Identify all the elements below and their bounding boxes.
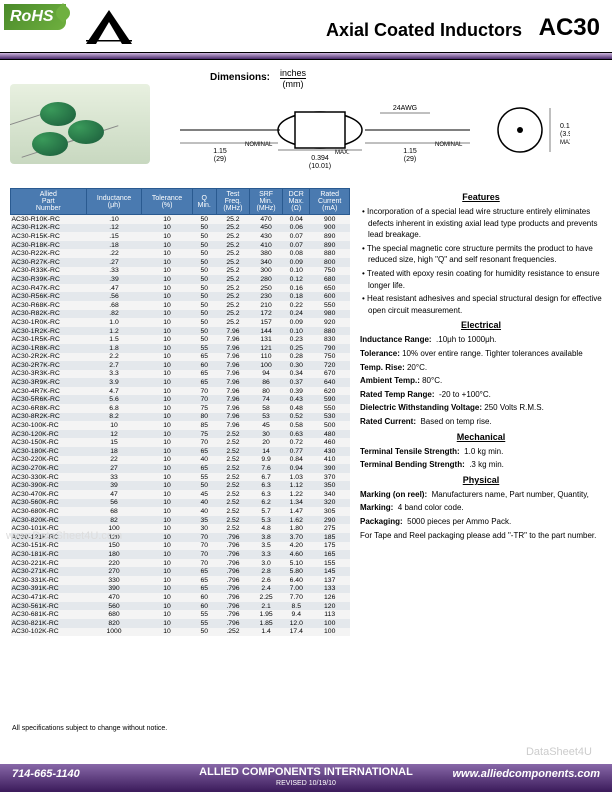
table-row: AC30-2R7K-RC2.710607.961000.30720 — [11, 361, 350, 370]
table-row: AC30-102K-RC10001050.2521.417.4100 — [11, 628, 350, 637]
table-row: AC30-R22K-RC.22105025.23800.08880 — [11, 249, 350, 258]
mechanical-heading: Mechanical — [360, 431, 602, 444]
table-row: AC30-8R2K-RC8.210807.96530.52530 — [11, 413, 350, 422]
table-row: AC30-680K-RC6810402.525.71.47305 — [11, 507, 350, 516]
table-row: AC30-390K-RC3910502.526.31.12350 — [11, 481, 350, 490]
table-row: AC30-R47K-RC.47105025.22500.16650 — [11, 284, 350, 293]
svg-text:MAX.: MAX. — [560, 140, 570, 146]
table-header: RatedCurrent(mA) — [310, 189, 350, 215]
physical-heading: Physical — [360, 474, 602, 487]
table-row: AC30-5R6K-RC5.610707.96740.43590 — [11, 395, 350, 404]
table-row: AC30-R56K-RC.56105025.22300.18600 — [11, 292, 350, 301]
footer-revision: REVISED 10/19/10 — [0, 780, 612, 787]
table-row: AC30-R82K-RC.82105025.21720.24980 — [11, 310, 350, 319]
table-row: AC30-181K-RC1801070.7963.34.60165 — [11, 550, 350, 559]
table-header: AlliedPartNumber — [11, 189, 87, 215]
svg-text:(29): (29) — [214, 156, 226, 163]
table-row: AC30-R10K-RC.10105025.24700.04900 — [11, 215, 350, 224]
table-row: AC30-100K-RC1010857.96450.58500 — [11, 421, 350, 430]
table-header: DCRMax.(Ω) — [283, 189, 310, 215]
svg-text:0.157: 0.157 — [560, 123, 570, 130]
spec-table: AlliedPartNumberInductance(μh)Tolerance(… — [10, 188, 350, 636]
table-header: SRFMin.(MHz) — [250, 189, 283, 215]
table-row: AC30-4R7K-RC4.710707.96800.39620 — [11, 387, 350, 396]
table-row: AC30-1R5K-RC1.510507.961310.23830 — [11, 335, 350, 344]
table-row: AC30-271K-RC2701065.7962.85.80145 — [11, 567, 350, 576]
table-row: AC30-471K-RC4701060.7962.257.70126 — [11, 593, 350, 602]
table-row: AC30-681K-RC6801055.7961.959.4113 — [11, 610, 350, 619]
table-row: AC30-R18K-RC.18105025.24100.07890 — [11, 241, 350, 250]
header-bar — [0, 52, 612, 60]
table-row: AC30-1R8K-RC1.810557.961210.25790 — [11, 344, 350, 353]
table-row: AC30-120K-RC1210752.52300.63480 — [11, 430, 350, 439]
dimensions-label: Dimensions: — [210, 72, 270, 83]
side-text: Features • Incorporation of a special le… — [360, 188, 602, 543]
feature-item: • Treated with epoxy resin coating for h… — [368, 268, 602, 291]
table-row: AC30-R33K-RC.33105025.23000.10750 — [11, 267, 350, 276]
table-row: AC30-220K-RC2210402.529.90.84410 — [11, 456, 350, 465]
table-row: AC30-R12K-RC.12105025.24500.06900 — [11, 224, 350, 233]
table-row: AC30-391K-RC3901065.7962.47.00133 — [11, 585, 350, 594]
table-row: AC30-3R9K-RC3.910657.96860.37640 — [11, 378, 350, 387]
feature-item: • Incorporation of a special lead wire s… — [368, 206, 602, 241]
table-header: TestFreq.(MHz) — [216, 189, 249, 215]
watermark-2: DataSheet4U — [526, 746, 592, 758]
brand-logo — [84, 8, 134, 46]
table-row: AC30-470K-RC4710452.526.31.22340 — [11, 490, 350, 499]
table-row: AC30-820K-RC8210352.525.31.62290 — [11, 516, 350, 525]
table-row: AC30-R27K-RC.27105025.23400.09800 — [11, 258, 350, 267]
svg-text:0.394: 0.394 — [311, 155, 329, 162]
svg-text:NOMINAL: NOMINAL — [435, 142, 463, 148]
watermark: www.DataSheet4U.com — [6, 530, 122, 542]
table-row: AC30-1R0K-RC1.0105025.21570.09920 — [11, 318, 350, 327]
features-heading: Features — [360, 191, 602, 204]
svg-text:1.15: 1.15 — [213, 148, 227, 155]
footnote: All specifications subject to change wit… — [12, 725, 167, 732]
table-row: AC30-221K-RC2201070.7963.05.10155 — [11, 559, 350, 568]
electrical-heading: Electrical — [360, 319, 602, 332]
table-row: AC30-151K-RC1501070.7963.54.20175 — [11, 542, 350, 551]
table-row: AC30-561K-RC5601060.7962.18.5120 — [11, 602, 350, 611]
table-header: Inductance(μh) — [86, 189, 142, 215]
svg-text:1.15: 1.15 — [403, 148, 417, 155]
svg-text:NOMINAL: NOMINAL — [245, 142, 273, 148]
table-row: AC30-1R2K-RC1.210507.961440.10880 — [11, 327, 350, 336]
svg-text:(10.01): (10.01) — [309, 163, 331, 170]
table-header: Tolerance(%) — [142, 189, 192, 215]
part-code: AC30 — [539, 14, 600, 42]
doc-title: Axial Coated Inductors — [326, 20, 522, 41]
table-row: AC30-331K-RC3301065.7962.66.40137 — [11, 576, 350, 585]
svg-text:MAX.: MAX. — [335, 150, 350, 156]
table-row: AC30-150K-RC1510702.52200.72460 — [11, 438, 350, 447]
svg-text:24AWG: 24AWG — [393, 105, 417, 112]
table-row: AC30-560K-RC5610402.526.21.34320 — [11, 499, 350, 508]
svg-text:(3.99): (3.99) — [560, 131, 570, 138]
product-photo — [10, 84, 150, 164]
table-row: AC30-180K-RC1810652.52140.77430 — [11, 447, 350, 456]
footer-url: www.alliedcomponents.com — [452, 768, 600, 780]
table-row: AC30-R15K-RC.15105025.24300.07890 — [11, 232, 350, 241]
dimension-drawing: 24AWG 1.15 (29) NOMINAL 0.394 (10.01) MA… — [170, 88, 570, 173]
feature-item: • Heat resistant adhesives and special s… — [368, 293, 602, 316]
svg-text:(29): (29) — [404, 156, 416, 163]
table-row: AC30-270K-RC2710652.527.60.94390 — [11, 464, 350, 473]
table-row: AC30-R39K-RC.39105025.22800.12680 — [11, 275, 350, 284]
table-row: AC30-R68K-RC.68105025.22100.22550 — [11, 301, 350, 310]
footer: 714-665-1140 ALLIED COMPONENTS INTERNATI… — [0, 764, 612, 792]
table-row: AC30-2R2K-RC2.210657.961100.28750 — [11, 353, 350, 362]
table-row: AC30-6R8K-RC6.810757.96580.48550 — [11, 404, 350, 413]
feature-item: • The special magnetic core structure pe… — [368, 243, 602, 266]
table-header: QMin. — [192, 189, 216, 215]
table-row: AC30-330K-RC3310552.526.71.03370 — [11, 473, 350, 482]
table-row: AC30-3R3K-RC3.310657.96940.34670 — [11, 370, 350, 379]
table-row: AC30-821K-RC8201055.7961.8512.0100 — [11, 619, 350, 628]
dimensions-units: inches(mm) — [280, 68, 306, 89]
